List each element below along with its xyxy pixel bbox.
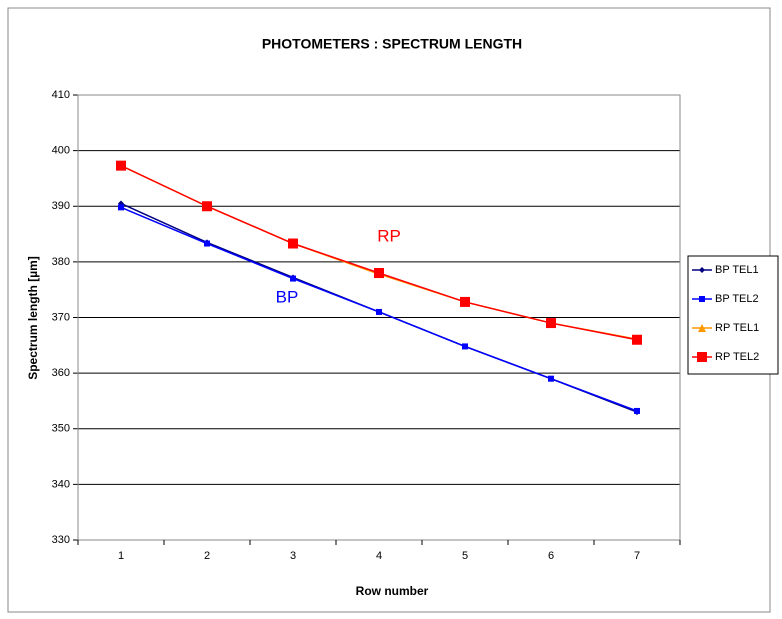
y-tick-label: 410 <box>52 89 70 101</box>
y-tick-label: 390 <box>52 200 70 212</box>
y-axis-title: Spectrum length [µm] <box>26 256 40 380</box>
y-tick-label: 370 <box>52 311 70 323</box>
y-tick-label: 380 <box>52 256 70 268</box>
x-tick-label: 5 <box>462 550 468 562</box>
legend-label: RP TEL1 <box>715 322 759 334</box>
y-tick-label: 330 <box>52 534 70 546</box>
point <box>116 160 126 171</box>
y-tick-label: 350 <box>52 423 70 435</box>
point <box>460 296 470 307</box>
point <box>118 204 124 211</box>
point <box>699 267 705 273</box>
point <box>697 352 707 362</box>
point <box>204 240 210 247</box>
x-tick-label: 3 <box>290 550 296 562</box>
point <box>288 238 298 249</box>
x-tick-label: 4 <box>376 550 382 562</box>
x-tick-label: 6 <box>548 550 554 562</box>
x-tick-label: 7 <box>634 550 640 562</box>
annotation: RP <box>377 226 401 245</box>
chart-title: PHOTOMETERS : SPECTRUM LENGTH <box>262 36 522 52</box>
x-tick-label: 1 <box>118 550 124 562</box>
x-axis-title: Row number <box>356 584 429 598</box>
legend-label: BP TEL1 <box>715 264 759 276</box>
legend-label: BP TEL2 <box>715 293 759 305</box>
y-tick-label: 400 <box>52 145 70 157</box>
chart-frame <box>7 7 771 613</box>
point <box>634 407 640 414</box>
point <box>376 308 382 315</box>
y-tick-label: 360 <box>52 367 70 379</box>
plot-area <box>77 94 681 541</box>
point <box>548 375 554 382</box>
y-tick-label: 340 <box>52 478 70 490</box>
point <box>290 275 296 282</box>
point <box>374 268 384 278</box>
x-tick-label: 2 <box>204 550 210 562</box>
point <box>632 334 642 345</box>
annotation: BP <box>276 287 299 306</box>
point <box>698 324 706 332</box>
point <box>699 296 705 302</box>
point <box>546 318 556 329</box>
legend-label: RP TEL2 <box>715 351 759 363</box>
point <box>202 201 212 212</box>
point <box>462 343 468 350</box>
